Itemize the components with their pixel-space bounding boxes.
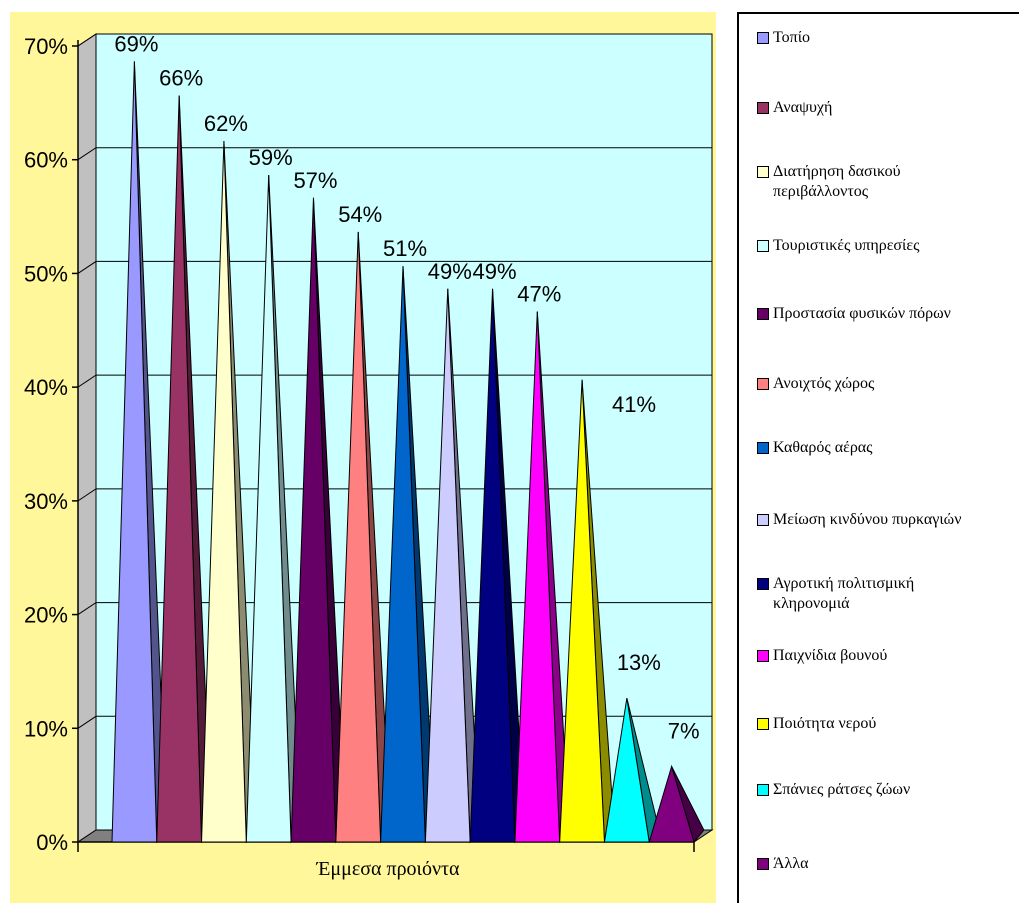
cone-front bbox=[514, 311, 561, 843]
legend-label: Ανοιχτός χώρος bbox=[773, 375, 875, 392]
legend-item: Σπάνιες ράτσες ζώων bbox=[757, 780, 910, 800]
y-tick-label: 30% bbox=[24, 489, 68, 514]
legend-swatch bbox=[757, 718, 769, 730]
legend-label: Προστασία φυσικών πόρων bbox=[773, 305, 951, 322]
legend-swatch bbox=[757, 650, 769, 662]
data-label: 47% bbox=[517, 282, 561, 307]
gridline bbox=[77, 147, 712, 161]
legend-item: Αναψυχή bbox=[757, 98, 832, 118]
legend-swatch bbox=[757, 308, 769, 320]
data-label: 54% bbox=[338, 202, 382, 227]
legend-swatch bbox=[757, 102, 769, 114]
legend-swatch bbox=[757, 378, 769, 390]
y-axis: 0% 10% 20% 30% 40% 50% 60% 70% bbox=[24, 34, 695, 855]
y-tick-label: 10% bbox=[24, 716, 68, 741]
cone-front bbox=[559, 379, 605, 843]
data-label: 62% bbox=[204, 111, 248, 136]
cone-bar bbox=[603, 698, 660, 844]
legend-swatch bbox=[757, 514, 769, 526]
legend-item: Τουριστικές υπηρεσίες bbox=[757, 236, 919, 256]
legend-swatch bbox=[757, 166, 769, 178]
cone-bar bbox=[514, 311, 571, 844]
y-tick-label: 40% bbox=[24, 375, 68, 400]
cone-front bbox=[603, 698, 650, 843]
legend-label: Μείωση κινδύνου πυρκαγιών bbox=[773, 511, 962, 528]
legend-label: Αγροτική πολιτισμική κληρονομιά bbox=[773, 575, 915, 612]
legend-label: Παιχνίδια βουνού bbox=[773, 647, 888, 664]
legend-item: Ανοιχτός χώρος bbox=[757, 374, 874, 394]
cone-front bbox=[424, 288, 471, 843]
legend-label: Αναψυχή bbox=[773, 99, 833, 116]
chart-area: 0% 10% 20% 30% 40% 50% 60% 70% 69% 66% 62% 59% 57% 5… bbox=[10, 12, 716, 903]
legend-item: Καθαρός αέρας bbox=[757, 438, 873, 458]
gridline bbox=[77, 374, 712, 388]
data-label: 49% bbox=[473, 259, 517, 284]
legend-swatch bbox=[757, 858, 769, 870]
legend-item: Διατήρηση δασικού περιβάλλοντος bbox=[757, 162, 901, 202]
data-label: 59% bbox=[249, 145, 293, 170]
cone-front bbox=[380, 266, 426, 843]
cone-front bbox=[290, 197, 337, 843]
legend-item: Παιχνίδια βουνού bbox=[757, 646, 887, 666]
cone-front bbox=[201, 140, 247, 843]
data-label: 7% bbox=[668, 718, 700, 743]
cone-bar bbox=[424, 288, 481, 844]
legend-label: Σπάνιες ράτσες ζώων bbox=[773, 781, 911, 798]
gridline bbox=[77, 33, 712, 47]
cone-front bbox=[156, 95, 203, 843]
legend-label: Διατήρηση δασικού περιβάλλοντος bbox=[773, 163, 901, 200]
cone-front bbox=[469, 288, 516, 843]
data-label: 41% bbox=[612, 392, 656, 417]
legend-swatch bbox=[757, 784, 769, 796]
cone-bar bbox=[648, 764, 705, 844]
y-tick-label: 50% bbox=[24, 261, 68, 286]
gridline bbox=[77, 488, 712, 502]
cone-series bbox=[111, 61, 705, 844]
data-label: 51% bbox=[383, 236, 427, 261]
y-tick-label: 20% bbox=[24, 603, 68, 628]
data-labels: 69%66%62%59%57%54%51%49% 49%47%41%13%7% bbox=[114, 31, 699, 743]
data-label: 57% bbox=[293, 168, 337, 193]
y-tick-label: 70% bbox=[24, 34, 68, 59]
cone-front bbox=[245, 175, 292, 843]
gridline bbox=[77, 260, 712, 274]
legend-item: Μείωση κινδύνου πυρκαγιών bbox=[757, 510, 961, 530]
cone-bar bbox=[380, 266, 436, 844]
plot-side-wall bbox=[77, 33, 97, 843]
legend-label: Άλλα bbox=[773, 855, 809, 872]
cone-front bbox=[111, 61, 158, 843]
cone-bar bbox=[559, 379, 615, 844]
legend-label: Ποιότητα νερού bbox=[773, 715, 877, 732]
legend-label: Τοπίο bbox=[773, 29, 811, 46]
y-tick-label: 60% bbox=[24, 148, 68, 173]
legend-label: Καθαρός αέρας bbox=[773, 439, 873, 456]
data-label: 69% bbox=[114, 31, 158, 56]
cone-bar bbox=[201, 140, 257, 844]
legend-label: Τουριστικές υπηρεσίες bbox=[773, 237, 920, 254]
legend-swatch bbox=[757, 32, 769, 44]
legend-swatch bbox=[757, 240, 769, 252]
legend-item: Αγροτική πολιτισμική κληρονομιά bbox=[757, 574, 914, 614]
chart: 0%10%20%30%40%50%60%70% 69%66%62%59%57%5… bbox=[10, 12, 716, 903]
legend-item: Ποιότητα νερού bbox=[757, 714, 876, 734]
y-tick-label: 0% bbox=[36, 830, 68, 855]
legend-item: Προστασία φυσικών πόρων bbox=[757, 304, 951, 324]
legend-swatch bbox=[757, 442, 769, 454]
cone-front bbox=[648, 764, 695, 843]
cone-bar bbox=[111, 61, 168, 844]
data-label: 49% bbox=[428, 259, 472, 284]
legend: Τοπίο Αναψυχή Διατήρηση δασικού περιβάλλον… bbox=[737, 12, 1019, 903]
x-axis-title: Έμμεσα προιόντα bbox=[316, 858, 461, 880]
legend-item: Άλλα bbox=[757, 854, 808, 874]
legend-item: Τοπίο bbox=[757, 28, 810, 48]
data-label: 66% bbox=[159, 65, 203, 90]
data-label: 13% bbox=[617, 650, 661, 675]
legend-swatch bbox=[757, 578, 769, 590]
cone-front bbox=[335, 231, 382, 843]
